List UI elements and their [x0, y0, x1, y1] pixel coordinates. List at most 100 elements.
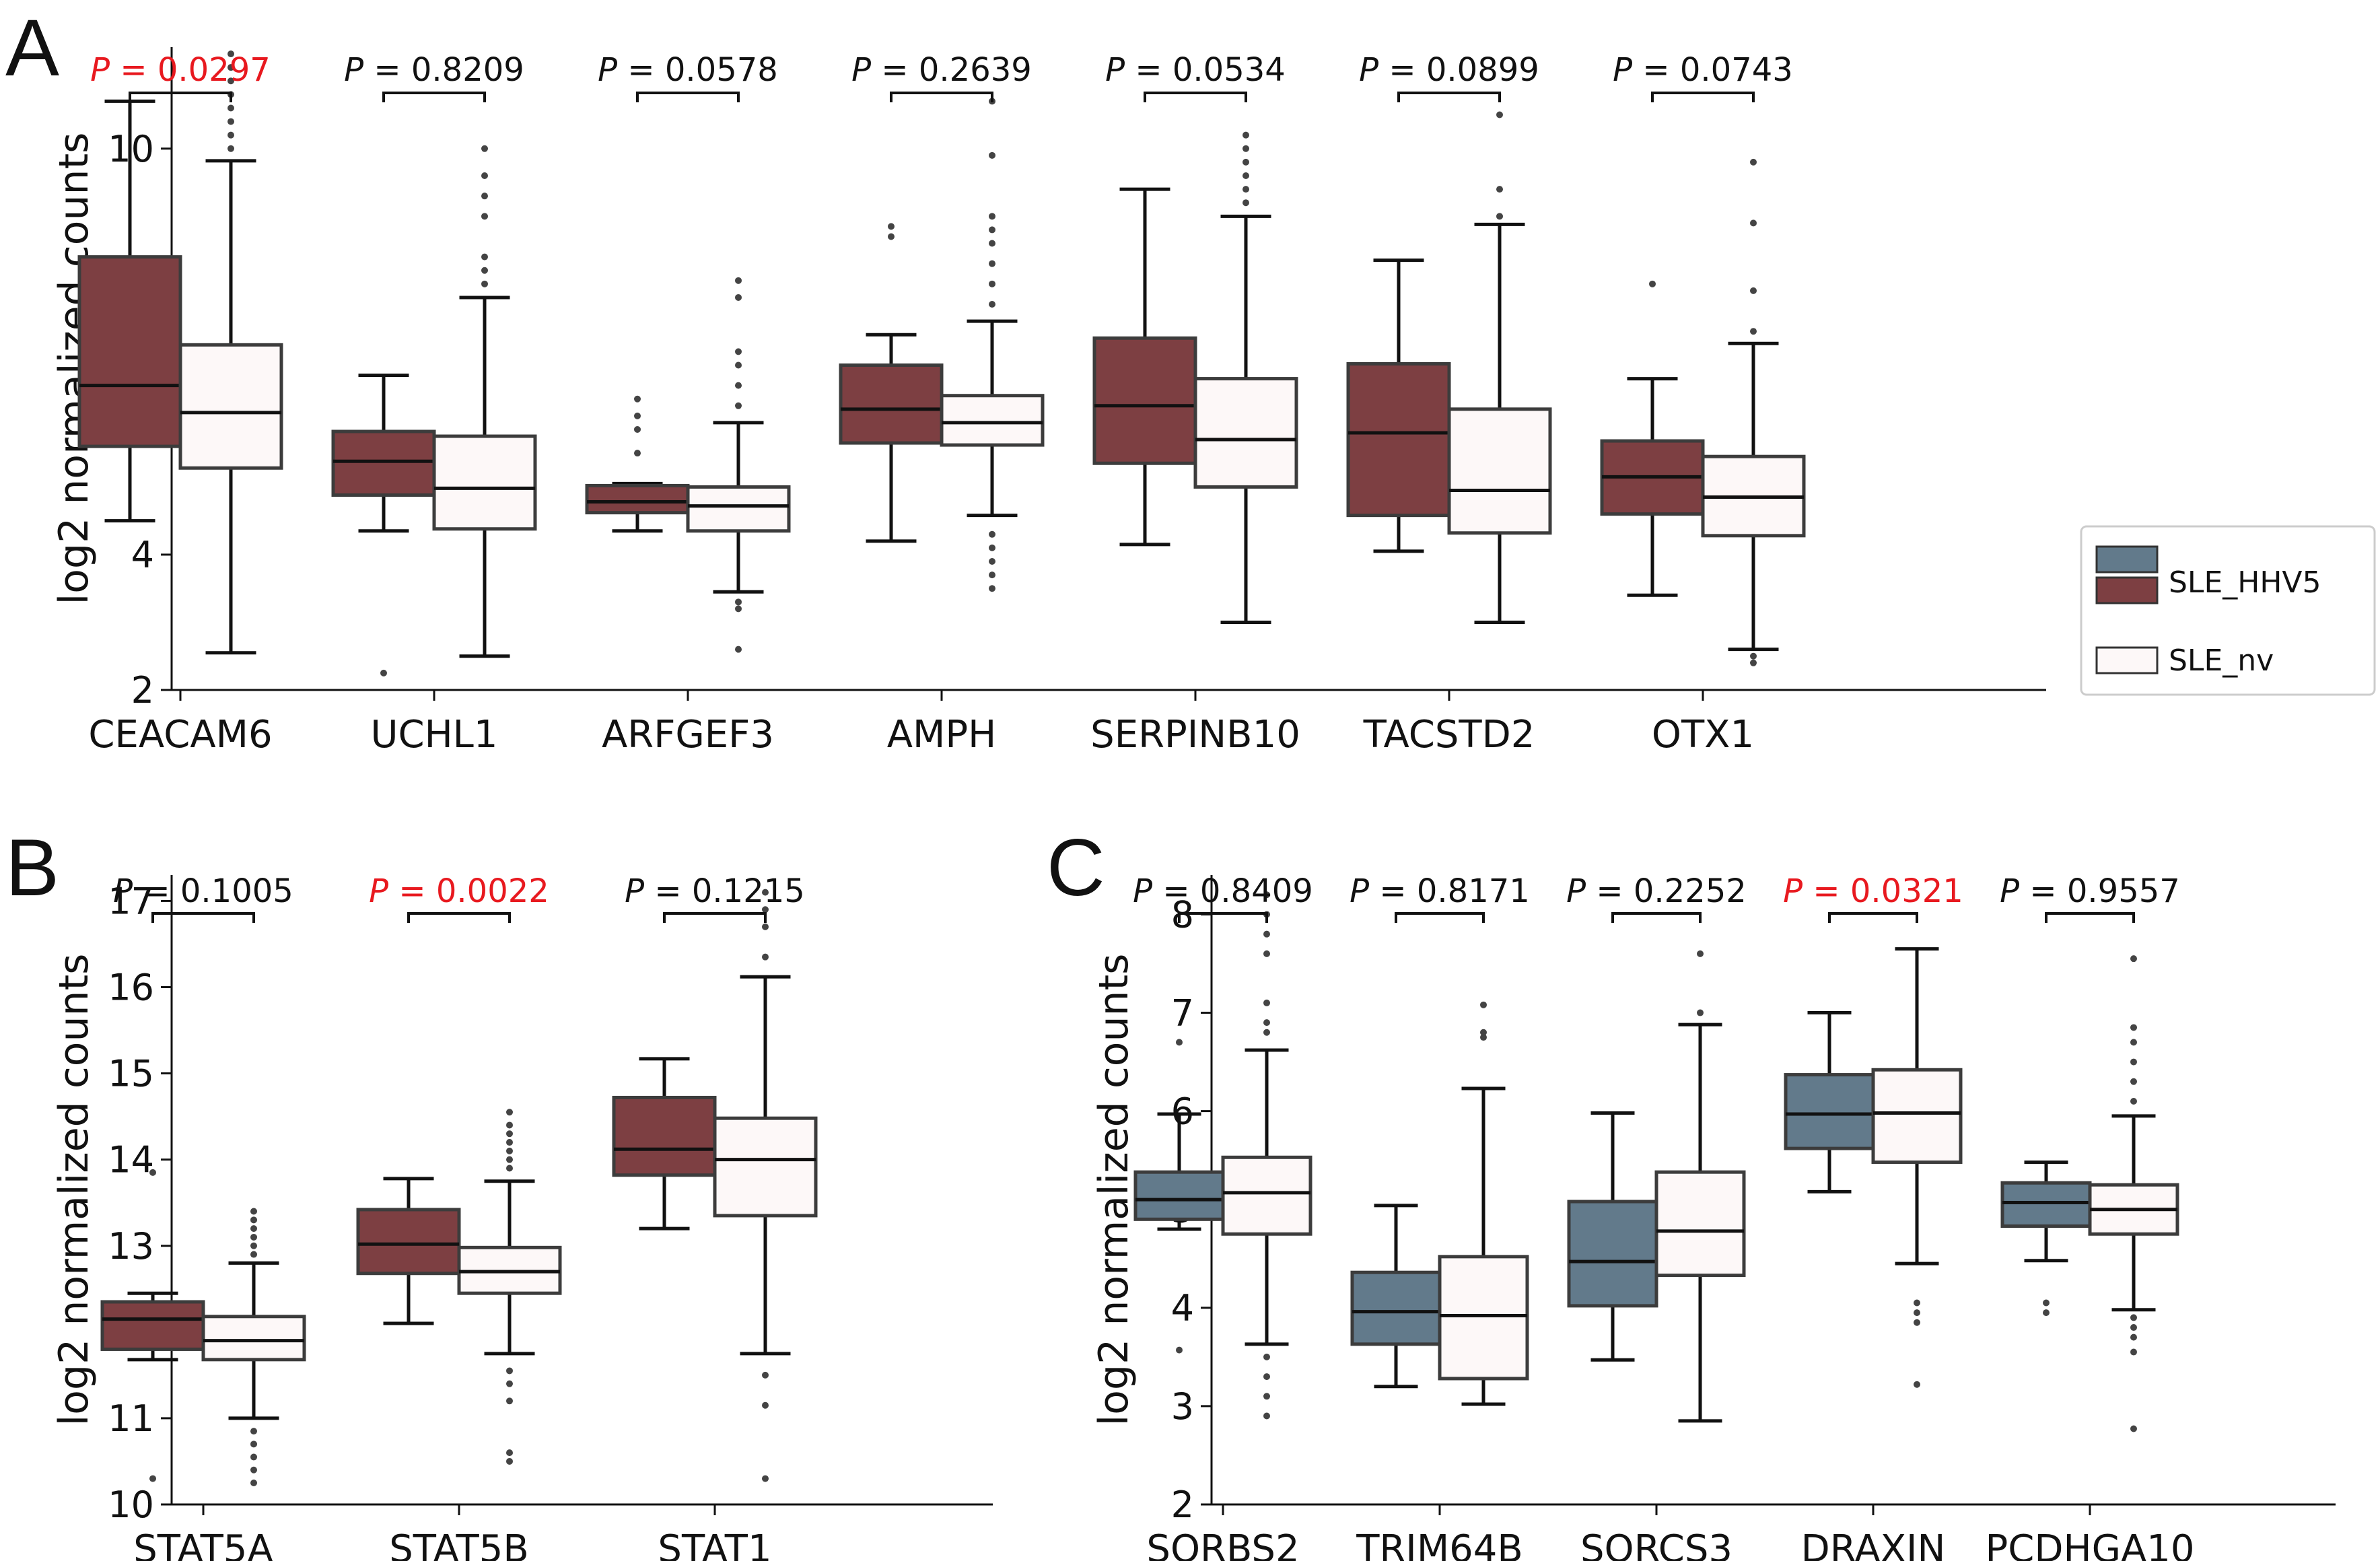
panel-c-trim64b-sle-hhv5-box	[1350, 1270, 1442, 1346]
panel-c-sorcs3-sle-nv-box	[1654, 1170, 1746, 1278]
panel-c-sorbs2-sle-hhv5-outlier	[1176, 1346, 1183, 1354]
panel-b-stat5a-sle-nv-outlier	[250, 1441, 257, 1448]
panel-a-amph-sle-nv-outlier	[989, 544, 995, 551]
panel-a-amph-sle-nv-outlier	[989, 226, 995, 234]
panel-a-pvalue-number: = 0.0534	[1125, 51, 1286, 89]
panel-a-ceacam6-sle-nv-box	[178, 343, 283, 470]
panel-a-serpinb10-sle-nv-outlier	[1242, 158, 1249, 166]
panel-c-pcdhga10-sle-nv-outlier	[2130, 1098, 2137, 1105]
panel-b-category-label-stat1: STAT1	[658, 1527, 771, 1561]
panel-c-y-tick-label: 6	[1171, 1090, 1194, 1133]
panel-b-stat5b-sle-nv-outlier	[506, 1457, 513, 1465]
legend-swatch-sle-hhv5-ab	[2095, 576, 2159, 604]
panel-c-sorcs3-sle-hhv5-box	[1567, 1200, 1658, 1308]
panel-a-arfgef3-sle-hhv5-box	[585, 483, 690, 515]
panel-b-pvalue-number: = 0.0022	[388, 872, 549, 910]
panel-a-otx1-sle-nv-outlier	[1750, 219, 1757, 227]
panel-letter-c: C	[1047, 823, 1105, 913]
panel-c-category-label-sorcs3: SORCS3	[1580, 1527, 1733, 1561]
panel-b-y-tick-label: 13	[108, 1225, 154, 1268]
panel-a-pvalue-number: = 0.8209	[363, 51, 524, 89]
panel-a-pvalue-serpinb10: P = 0.0534	[1105, 51, 1286, 89]
panel-a-ceacam6-sle-nv-outlier	[228, 118, 234, 125]
panel-c-draxin-sle-nv-outlier	[1914, 1319, 1920, 1326]
panel-a-uchl1-sle-nv-outlier	[481, 280, 488, 287]
panel-a-pvalue-arfgef3: P = 0.0578	[598, 51, 778, 89]
panel-c-sorbs2-sle-nv-box	[1221, 1155, 1312, 1236]
panel-b-pvalue-number: = 0.1005	[133, 872, 293, 910]
panel-c-sorbs2-sle-hhv5-outlier	[1176, 1039, 1183, 1046]
panel-b-category-label-stat5a: STAT5A	[133, 1527, 273, 1561]
panel-a-uchl1-sle-hhv5-outlier	[380, 669, 387, 677]
panel-a-otx1-sle-nv-outlier	[1750, 652, 1757, 660]
panel-a-ceacam6-sle-nv-outlier	[228, 131, 234, 139]
panel-b-stat5b-sle-nv-outlier	[506, 1109, 513, 1116]
panel-b-stat5a-sle-nv-box	[201, 1315, 306, 1362]
panel-a-pvalue-otx1: P = 0.0743	[1613, 51, 1793, 89]
panel-a-arfgef3-sle-nv-outlier	[735, 382, 742, 389]
panel-b-y-tick-label: 17	[108, 880, 154, 922]
panel-a-y-tick-label: 4	[131, 534, 154, 576]
panel-c-pcdhga10-sle-nv-outlier	[2130, 1348, 2137, 1356]
panel-a-uchl1-sle-nv-outlier	[481, 253, 488, 261]
panel-b-y-tick-label: 10	[108, 1484, 154, 1526]
panel-a-uchl1-sle-hhv5-box	[331, 429, 436, 497]
panel-a-pvalue-bracket-arfgef3	[636, 92, 740, 102]
panel-a-pvalue-symbol: P	[344, 51, 363, 89]
panel-c-draxin-sle-nv-outlier	[1914, 1299, 1920, 1307]
panel-b-stat5a-sle-hhv5-box	[100, 1300, 205, 1351]
panel-b-stat5b-sle-nv-outlier	[506, 1380, 513, 1387]
panel-c-pvalue-symbol: P	[1783, 872, 1803, 910]
panel-c-pvalue-symbol: P	[2000, 872, 2019, 910]
panel-c-trim64b-sle-nv-outlier	[1480, 1029, 1487, 1036]
panel-a-category-label-arfgef3: ARFGEF3	[602, 713, 774, 757]
panel-a-ceacam6-sle-hhv5-box	[77, 255, 182, 448]
panel-a-amph-sle-nv-outlier	[989, 585, 995, 592]
panel-b-stat1-sle-nv-outlier	[762, 953, 769, 961]
panel-c-sorbs2-sle-nv-outlier	[1263, 1019, 1270, 1027]
panel-b-pvalue-symbol: P	[625, 872, 644, 910]
panel-a-amph-sle-nv-outlier	[989, 530, 995, 538]
panel-a-uchl1-sle-nv-outlier	[481, 213, 488, 220]
panel-a-tacstd2-sle-nv-outlier	[1496, 111, 1503, 118]
panel-b-stat5a-sle-nv-outlier	[250, 1216, 257, 1224]
panel-b-pvalue-stat5a: P = 0.1005	[113, 872, 293, 910]
panel-c-category-label-sorbs2: SORBS2	[1146, 1527, 1299, 1561]
panel-b-pvalue-stat1: P = 0.1215	[625, 872, 805, 910]
panel-c-pcdhga10-sle-nv-outlier	[2130, 1333, 2137, 1341]
panel-a-amph-sle-nv-outlier	[989, 151, 995, 159]
panel-a-pvalue-bracket-tacstd2	[1397, 92, 1501, 102]
panel-b-stat5a-sle-nv-outlier	[250, 1428, 257, 1435]
panel-a-arfgef3-sle-nv-outlier	[735, 646, 742, 653]
panel-a-ceacam6-sle-nv-outlier	[228, 64, 234, 71]
panel-c-pcdhga10-sle-nv-outlier	[2130, 1078, 2137, 1085]
panel-c-pcdhga10-sle-nv-outlier	[2130, 1324, 2137, 1331]
panel-a-arfgef3-sle-nv-outlier	[735, 348, 742, 355]
panel-a-pvalue-symbol: P	[851, 51, 871, 89]
legend-label-sle-nv: SLE_nv	[2169, 644, 2274, 678]
panel-c-y-axis-title: log2 normalized counts	[1090, 954, 1138, 1426]
panel-c-pcdhga10-sle-nv-outlier	[2130, 1314, 2137, 1321]
panel-a-tacstd2-sle-hhv5-box	[1346, 361, 1451, 518]
panel-a-arfgef3-sle-nv-outlier	[735, 402, 742, 409]
panel-a-pvalue-symbol: P	[598, 51, 617, 89]
panel-c-pcdhga10-sle-nv-outlier	[2130, 1024, 2137, 1031]
panel-a-category-label-serpinb10: SERPINB10	[1090, 713, 1300, 757]
panel-c-pvalue-number: = 0.8409	[1152, 872, 1313, 910]
panel-a-amph-sle-nv-outlier	[989, 301, 995, 308]
panel-b-y-tick-label: 15	[108, 1053, 154, 1095]
panel-c-pvalue-draxin: P = 0.0321	[1783, 872, 1963, 910]
panel-b-stat1-sle-nv-outlier	[762, 906, 769, 913]
panel-b-stat5a-sle-nv-outlier	[250, 1242, 257, 1249]
panel-a-pvalue-tacstd2: P = 0.0899	[1359, 51, 1539, 89]
panel-a-pvalue-symbol: P	[1359, 51, 1378, 89]
panel-a-serpinb10-sle-nv-box	[1193, 377, 1298, 489]
panel-a-pvalue-ceacam6: P = 0.0297	[90, 51, 271, 89]
panel-b-stat5a-sle-hhv5-outlier	[149, 1475, 156, 1482]
panel-c-pvalue-number: = 0.9557	[2019, 872, 2180, 910]
panel-b-pvalue-symbol: P	[369, 872, 388, 910]
panel-a-category-label-otx1: OTX1	[1652, 713, 1754, 757]
panel-a-arfgef3-sle-hhv5-outlier	[634, 450, 641, 457]
